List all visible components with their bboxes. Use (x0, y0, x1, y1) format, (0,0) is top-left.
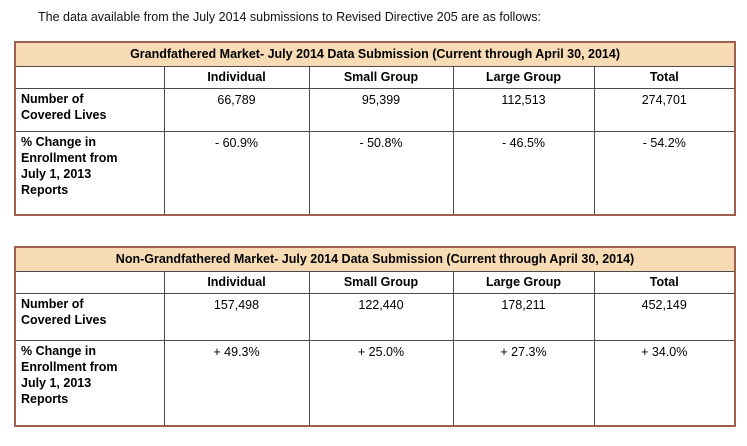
grandfathered-market-table: Grandfathered Market- July 2014 Data Sub… (14, 41, 737, 216)
value-cell: + 34.0% (593, 339, 736, 427)
value-cell: 112,513 (452, 87, 595, 132)
value-cell: + 27.3% (452, 339, 595, 427)
column-header-small-group: Small Group (308, 270, 454, 294)
value-cell: 157,498 (163, 292, 310, 341)
row-label-covered-lives: Number of Covered Lives (14, 292, 165, 341)
value-cell: 66,789 (163, 87, 310, 132)
corner-cell (14, 65, 165, 89)
corner-cell (14, 270, 165, 294)
row-label-covered-lives: Number of Covered Lives (14, 87, 165, 132)
intro-text: The data available from the July 2014 su… (38, 10, 542, 24)
value-cell: 95,399 (308, 87, 454, 132)
value-cell: 122,440 (308, 292, 454, 341)
value-cell: 178,211 (452, 292, 595, 341)
column-header-total: Total (593, 270, 736, 294)
table-row: Number of Covered Lives 157,498 122,440 … (14, 292, 736, 341)
value-cell: - 60.9% (163, 130, 310, 216)
value-cell: + 25.0% (308, 339, 454, 427)
column-header-large-group: Large Group (452, 270, 595, 294)
column-header-total: Total (593, 65, 736, 89)
value-cell: - 46.5% (452, 130, 595, 216)
table-title: Grandfathered Market- July 2014 Data Sub… (14, 41, 736, 67)
document-page: The data available from the July 2014 su… (14, 10, 737, 427)
column-header-large-group: Large Group (452, 65, 595, 89)
table-title: Non-Grandfathered Market- July 2014 Data… (14, 246, 736, 272)
value-cell: + 49.3% (163, 339, 310, 427)
table-row: % Change in Enrollment from July 1, 2013… (14, 130, 736, 216)
column-header-small-group: Small Group (308, 65, 454, 89)
non-grandfathered-market-table: Non-Grandfathered Market- July 2014 Data… (14, 246, 737, 427)
value-cell: - 54.2% (593, 130, 736, 216)
table-row: Number of Covered Lives 66,789 95,399 11… (14, 87, 736, 132)
value-cell: - 50.8% (308, 130, 454, 216)
row-label-pct-change: % Change in Enrollment from July 1, 2013… (14, 339, 165, 427)
value-cell: 452,149 (593, 292, 736, 341)
value-cell: 274,701 (593, 87, 736, 132)
column-header-individual: Individual (163, 270, 310, 294)
table-row: % Change in Enrollment from July 1, 2013… (14, 339, 736, 427)
column-header-individual: Individual (163, 65, 310, 89)
row-label-pct-change: % Change in Enrollment from July 1, 2013… (14, 130, 165, 216)
